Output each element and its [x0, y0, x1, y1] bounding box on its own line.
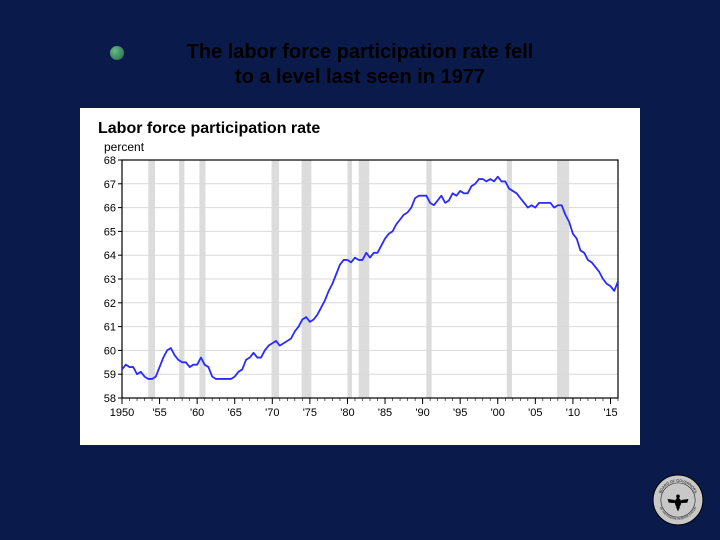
y-tick-label: 62: [104, 298, 116, 310]
x-tick-label: '55: [152, 407, 166, 419]
x-tick-label: 1950: [110, 407, 134, 419]
x-tick-label: '10: [566, 407, 580, 419]
x-tick-label: '70: [265, 407, 279, 419]
y-tick-label: 58: [104, 393, 116, 405]
x-tick-label: '80: [340, 407, 354, 419]
y-tick-label: 65: [104, 226, 116, 238]
federal-reserve-seal: BOARD OF GOVERNORS OF THE FEDERAL RESERV…: [652, 474, 704, 526]
x-tick-label: '00: [491, 407, 505, 419]
x-tick-label: '85: [378, 407, 392, 419]
chart-card: Labor force participation rate percent 5…: [80, 108, 640, 445]
x-tick-label: '90: [415, 407, 429, 419]
chart-plot: 58 59 60 61 62 63 64 65 66 67 68 1950 '55 '60 '65 '70 '7…: [94, 156, 626, 426]
chart-title: Labor force participation rate: [98, 120, 626, 138]
y-tick-label: 59: [104, 369, 116, 381]
bullet-ornament: [110, 46, 124, 60]
y-tick-label: 68: [104, 156, 116, 167]
y-tick-label: 66: [104, 203, 116, 215]
x-tick-label: '15: [603, 407, 617, 419]
x-tick-label: '05: [528, 407, 542, 419]
y-tick-label: 60: [104, 345, 116, 357]
y-tick-label: 61: [104, 322, 116, 334]
slide: The labor force participation rate fell …: [0, 0, 720, 540]
x-tick-label: '65: [228, 407, 242, 419]
slide-title: The labor force participation rate fell …: [72, 40, 648, 90]
y-tick-label: 67: [104, 179, 116, 191]
x-tick-label: '60: [190, 407, 204, 419]
y-axis-label: percent: [104, 140, 626, 154]
x-tick-label: '95: [453, 407, 467, 419]
x-tick-label: '75: [303, 407, 317, 419]
title-line-2: to a level last seen in 1977: [235, 66, 485, 88]
y-tick-label: 64: [104, 250, 116, 262]
y-tick-label: 63: [104, 274, 116, 286]
title-line-1: The labor force participation rate fell: [187, 41, 534, 63]
